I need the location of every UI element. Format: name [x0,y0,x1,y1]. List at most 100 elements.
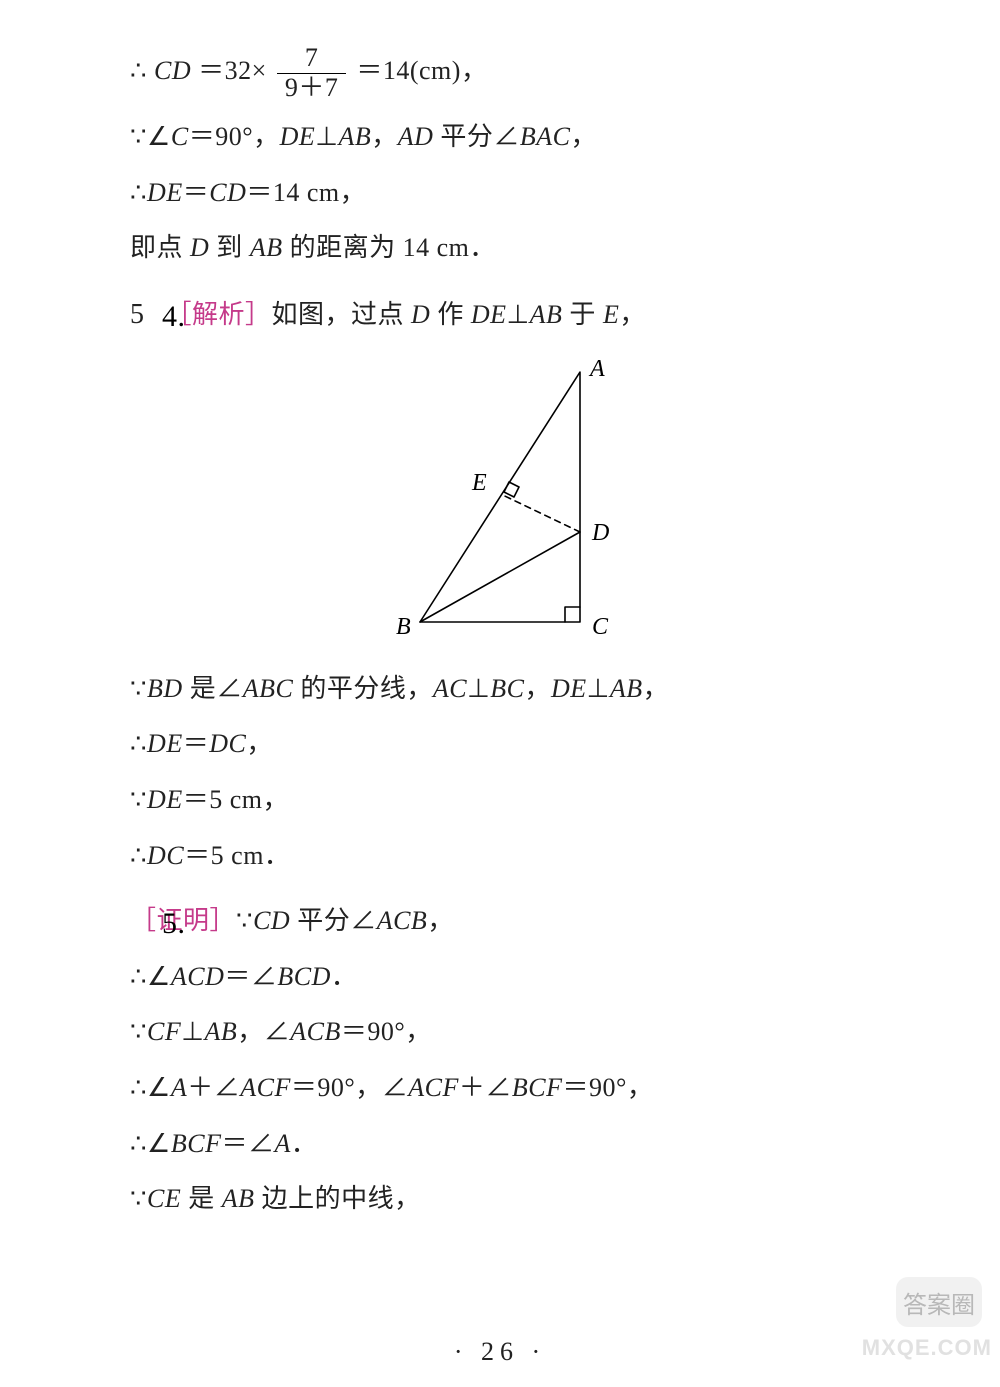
diagram-triangle: A B C D E [80,352,920,652]
text: 的距离为 14 cm． [283,233,496,262]
text: ， [524,674,551,703]
var: AB [338,122,371,151]
text: ， [246,729,273,758]
sym-perp: ⊥ [181,1017,204,1046]
sym-therefore: ∴∠ [130,1073,171,1102]
var: BC [490,674,524,703]
text-line: ∴DE＝CD＝14 cm， [130,172,920,214]
var: ACF [240,1073,291,1102]
sym-because: ∵ [130,674,147,703]
var: CD [253,906,290,935]
var: AB [530,300,563,329]
page-number: · 26 · [0,1337,1000,1367]
var: ACB [290,1017,341,1046]
var: CD [154,56,191,85]
text: ＝90°， [563,1073,654,1102]
text: 是∠ [183,674,243,703]
text: ＝5 cm， [183,785,289,814]
text: ， [643,674,670,703]
text: ＝90°，∠ [291,1073,408,1102]
var: AD [398,122,434,151]
var: A [171,1073,187,1102]
sym-because: ∵∠ [130,122,171,151]
sym-therefore: ∴∠ [130,962,171,991]
label-c: C [592,614,609,640]
text: 如图，过点 [272,300,412,329]
var: A [274,1129,290,1158]
var: ACB [377,906,428,935]
text: ，∠ [237,1017,290,1046]
text-line: ∵∠C＝90°，DE⊥AB，AD 平分∠BAC， [130,116,920,158]
diagram-labels: A B C D E [396,356,609,640]
line-bd [420,532,580,622]
sym-therefore: ∴ [130,841,147,870]
text: ＋∠ [459,1073,512,1102]
text-line: ∵CE 是 AB 边上的中线， [130,1178,920,1220]
text: ． [331,962,358,991]
eq: ＝ [183,729,210,758]
text: ＝32× [198,56,267,85]
var: BCD [277,962,331,991]
text: 作 [430,300,471,329]
text: 到 [209,233,250,262]
text: ＝14(cm)， [356,56,487,85]
line-de [502,494,580,532]
text-line: ∴ CD ＝32× 7 9＋7 ＝14(cm)， [130,44,920,102]
var: BCF [171,1129,222,1158]
right-angle-e [504,482,519,497]
text: ＋∠ [187,1073,240,1102]
var: DE [551,674,587,703]
text: ， [427,906,454,935]
page: ∴ CD ＝32× 7 9＋7 ＝14(cm)， ∵∠C＝90°，DE⊥AB，A… [0,0,1000,1387]
sym-perp: ⊥ [587,674,610,703]
var: E [603,300,619,329]
sym-therefore: ∴ [130,56,147,85]
eq: ＝ [183,178,210,207]
var: D [190,233,209,262]
sym-because: ∵ [130,1017,147,1046]
text: 是 [181,1184,222,1213]
var: ABC [243,674,294,703]
sym-perp: ⊥ [507,300,530,329]
var: DE [147,729,183,758]
var: DC [209,729,246,758]
text: ． [291,1129,318,1158]
text: 平分∠ [290,906,377,935]
var: CD [209,178,246,207]
text: ＝5 cm． [184,841,290,870]
text: 边上的中线， [255,1184,421,1213]
label-d: D [591,520,609,546]
var: CE [147,1184,181,1213]
var: AB [222,1184,255,1213]
watermark-text: MXQE.COM [862,1335,992,1361]
question-number: 4. [162,293,186,341]
text: 于 [562,300,603,329]
sym-therefore: ∴ [130,178,147,207]
var: BAC [520,122,571,151]
label-a: A [588,356,605,382]
var: AB [610,674,643,703]
triangle-svg: A B C D E [360,352,640,652]
answer-value: 5 [130,299,145,330]
question-4-header: 4. 5 ［解析］如图，过点 D 作 DE⊥AB 于 E， [130,293,920,338]
text-line: ∵DE＝5 cm， [130,779,920,821]
text-line: ∴∠A＋∠ACF＝90°，∠ACF＋∠BCF＝90°， [130,1067,920,1109]
text: 平分∠ [433,122,520,151]
var: AB [250,233,283,262]
text: 的平分线， [293,674,433,703]
watermark-badge: 答案圈 [896,1277,982,1327]
text: ， [571,122,598,151]
numerator: 7 [277,44,347,74]
text: ， [619,300,646,329]
text: ＝∠ [221,1129,274,1158]
var: DE [471,300,507,329]
var: D [411,300,430,329]
text-line: ∴∠BCF＝∠A． [130,1123,920,1165]
question-5-header: 5. ［证明］∵CD 平分∠ACB， [130,900,920,942]
label-b: B [396,614,411,640]
fraction: 7 9＋7 [277,44,347,102]
sym-perp: ⊥ [467,674,490,703]
text-line: 即点 D 到 AB 的距离为 14 cm． [130,227,920,269]
text: 即点 [130,233,190,262]
var: C [171,122,189,151]
